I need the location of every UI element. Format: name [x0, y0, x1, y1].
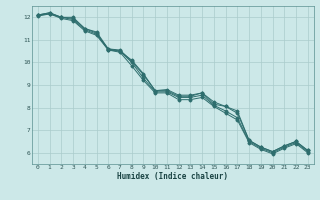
X-axis label: Humidex (Indice chaleur): Humidex (Indice chaleur) — [117, 172, 228, 181]
